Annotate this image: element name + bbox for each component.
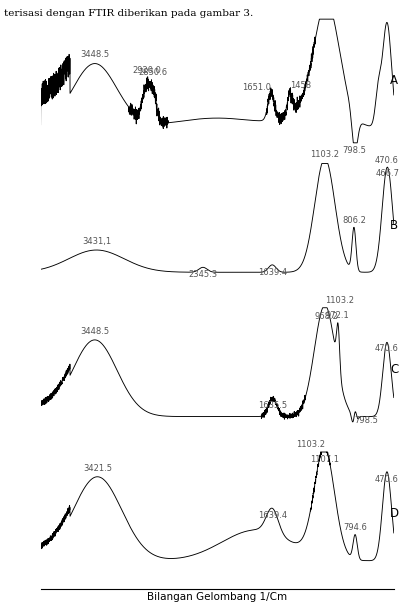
Text: 2345.3: 2345.3	[188, 270, 217, 279]
Text: 798.5: 798.5	[342, 146, 366, 155]
Text: 1107.1: 1107.1	[309, 455, 338, 464]
Text: 470.6: 470.6	[374, 155, 398, 165]
Text: D: D	[389, 507, 398, 520]
Text: 794.6: 794.6	[342, 523, 366, 532]
Text: 806.2: 806.2	[341, 216, 365, 225]
Text: 466.7: 466.7	[374, 168, 398, 177]
Text: 1103.2: 1103.2	[309, 150, 339, 159]
Text: 1635.5: 1635.5	[258, 401, 286, 410]
Text: 470.6: 470.6	[374, 475, 398, 484]
Text: 968.2: 968.2	[313, 312, 337, 321]
X-axis label: Bilangan Gelombang 1/Cm: Bilangan Gelombang 1/Cm	[147, 593, 287, 602]
Text: 1103.2: 1103.2	[295, 440, 324, 449]
Text: B: B	[389, 219, 397, 231]
Text: 3448.5: 3448.5	[80, 327, 109, 336]
Text: 798.5: 798.5	[354, 416, 378, 425]
Text: 470.6: 470.6	[374, 344, 398, 352]
Text: 2920.0: 2920.0	[132, 66, 161, 75]
Text: A: A	[389, 74, 397, 87]
Text: 1651.0: 1651.0	[241, 84, 271, 92]
Text: 3421.5: 3421.5	[83, 464, 112, 473]
Text: 1639.4: 1639.4	[257, 511, 286, 520]
Text: 3431,1: 3431,1	[82, 237, 111, 246]
Text: terisasi dengan FTIR diberikan pada gambar 3.: terisasi dengan FTIR diberikan pada gamb…	[4, 9, 253, 18]
Text: 1458: 1458	[289, 81, 310, 90]
Text: 1103.2: 1103.2	[324, 296, 353, 305]
Text: 972.1: 972.1	[325, 311, 349, 320]
Text: 1639.4: 1639.4	[257, 268, 286, 276]
Text: 2850.6: 2850.6	[139, 68, 168, 77]
Text: 3448.5: 3448.5	[80, 50, 109, 60]
Text: C: C	[389, 363, 397, 376]
